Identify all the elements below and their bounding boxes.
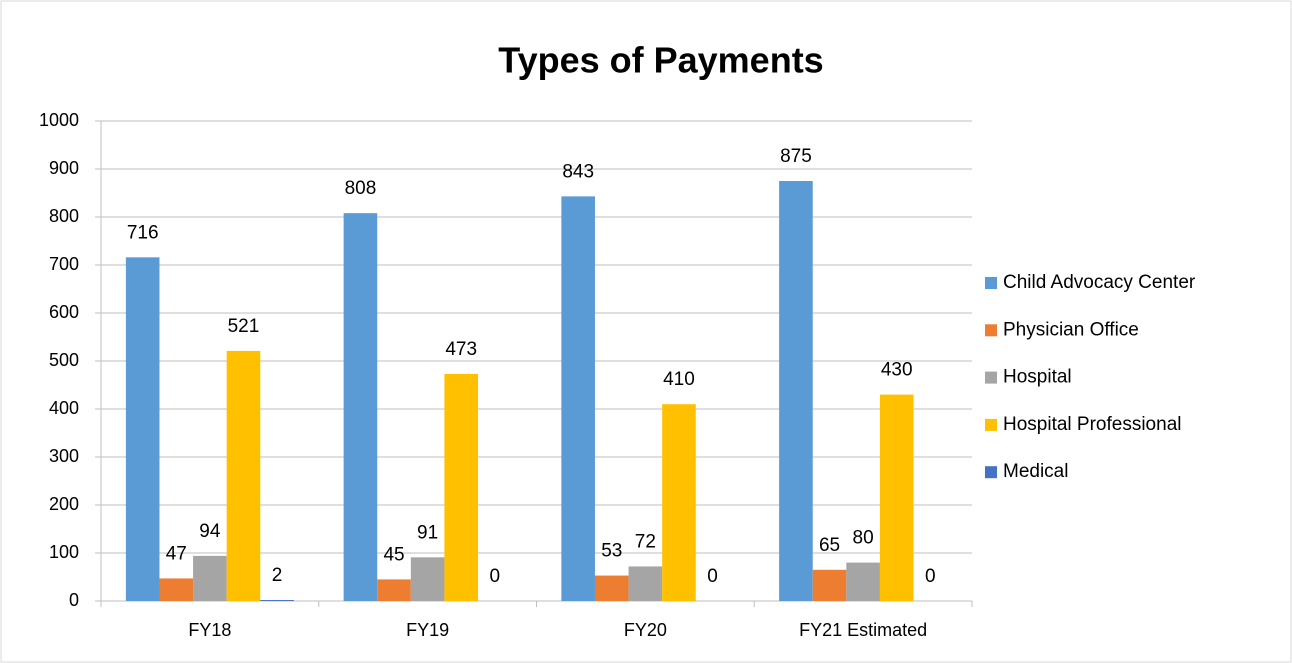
legend-swatch	[985, 277, 997, 289]
data-label: 0	[925, 566, 936, 587]
data-label: 65	[819, 535, 840, 556]
bar	[444, 373, 479, 601]
y-tick-label: 400	[49, 398, 79, 418]
x-tick-label: FY21 Estimated	[799, 620, 927, 640]
x-tick-label: FY18	[188, 620, 231, 640]
bar	[779, 181, 813, 601]
bar	[879, 394, 914, 601]
data-label: 47	[166, 543, 187, 564]
y-tick-label: 500	[49, 350, 79, 370]
data-label: 91	[417, 522, 438, 543]
y-tick-label: 700	[49, 254, 79, 274]
bar	[343, 213, 378, 601]
bar	[410, 557, 445, 601]
legend-swatch	[985, 371, 997, 384]
data-label: 0	[707, 566, 718, 587]
data-label: 94	[199, 521, 221, 542]
bar	[193, 555, 227, 601]
y-tick-label: 200	[49, 494, 79, 514]
data-label: 875	[780, 146, 812, 167]
legend-swatch	[985, 324, 997, 337]
y-tick-label: 300	[49, 446, 79, 466]
data-label: 2	[272, 565, 283, 586]
legend-swatch	[985, 466, 997, 479]
bar	[125, 257, 160, 601]
bar	[226, 350, 261, 601]
bar	[662, 404, 696, 601]
data-label: 843	[562, 161, 594, 182]
bar	[812, 569, 847, 601]
data-label: 521	[228, 316, 260, 337]
data-label: 808	[345, 178, 377, 199]
data-label: 430	[881, 360, 913, 381]
legend-label: Child Advocacy Center	[1003, 272, 1196, 293]
data-label: 410	[663, 369, 695, 390]
data-label: 53	[601, 541, 622, 562]
y-tick-label: 1000	[39, 110, 79, 130]
legend-label: Physician Office	[1003, 319, 1139, 340]
bar	[260, 600, 294, 601]
bar	[628, 566, 663, 601]
data-label: 716	[127, 222, 159, 243]
legend-swatch	[985, 418, 997, 431]
data-label: 473	[445, 339, 477, 360]
chart-title: Types of Payments	[498, 40, 823, 81]
y-tick-label: 0	[69, 590, 79, 610]
x-tick-label: FY19	[406, 620, 449, 640]
y-tick-label: 100	[49, 542, 79, 562]
bar	[159, 578, 194, 601]
bar	[377, 579, 411, 601]
data-label: 45	[383, 544, 404, 565]
legend-label: Hospital	[1003, 367, 1072, 388]
y-tick-label: 900	[49, 158, 79, 178]
data-label: 72	[635, 531, 656, 552]
bar	[561, 196, 595, 602]
data-label: 0	[490, 566, 501, 587]
bar	[846, 562, 880, 601]
data-label: 80	[853, 528, 874, 549]
x-tick-label: FY20	[624, 620, 667, 640]
y-tick-label: 800	[49, 206, 79, 226]
bar	[594, 575, 629, 601]
y-tick-label: 600	[49, 302, 79, 322]
legend-label: Hospital Professional	[1003, 414, 1181, 435]
legend-label: Medical	[1003, 461, 1068, 482]
